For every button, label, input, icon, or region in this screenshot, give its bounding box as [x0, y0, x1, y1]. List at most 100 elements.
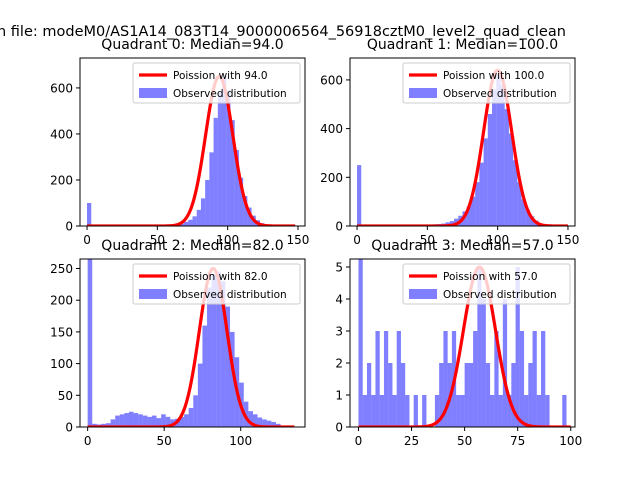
- histogram-bar: [405, 395, 410, 427]
- histogram-bar: [562, 395, 567, 427]
- histogram-bar: [197, 363, 203, 427]
- histogram-bar: [192, 216, 197, 226]
- histogram-bar: [375, 331, 380, 427]
- histogram-bar: [216, 271, 221, 427]
- histogram-bar: [473, 331, 478, 427]
- x-tick-label: 0: [84, 434, 92, 448]
- histogram-bar: [230, 120, 235, 226]
- x-tick-label: 50: [420, 233, 435, 247]
- histogram-bar: [266, 420, 272, 427]
- chart-title: Quadrant 2: Median=82.0: [101, 238, 283, 254]
- histogram-bar: [205, 179, 210, 226]
- histogram-bar: [124, 413, 129, 427]
- legend: Poission with 100.0 Observed distribution: [402, 62, 571, 104]
- histogram-bar: [207, 287, 212, 427]
- histogram-bar: [234, 150, 239, 226]
- histogram-bar: [119, 414, 125, 427]
- legend-patch-swatch: [139, 88, 167, 98]
- y-tick-label: 5: [335, 261, 343, 275]
- histogram-bar: [87, 202, 92, 226]
- legend-box: [132, 263, 301, 305]
- histogram-bars: [87, 76, 269, 226]
- histogram-bar: [248, 411, 253, 427]
- histogram-bar: [138, 414, 143, 427]
- x-tick-label: 0: [353, 233, 361, 247]
- histogram-bar: [532, 331, 537, 427]
- x-tick-label: 50: [150, 233, 165, 247]
- histogram-bar: [496, 75, 501, 226]
- legend-label-poisson: Poission with 82.0: [173, 271, 268, 283]
- histogram-bar: [222, 76, 227, 226]
- poisson-curve: [86, 74, 297, 226]
- histogram-bar: [477, 267, 482, 427]
- histogram-bar: [147, 416, 152, 427]
- chart-title: Quadrant 3: Median=57.0: [371, 238, 553, 254]
- legend-label-observed: Observed distribution: [443, 289, 557, 301]
- histogram-bar: [220, 281, 226, 427]
- histogram-bar: [247, 207, 252, 226]
- histogram-bar: [211, 274, 217, 427]
- histogram-bar: [468, 363, 474, 427]
- histogram-bar: [200, 198, 206, 226]
- legend: Poission with 94.0 Observed distribution: [132, 62, 301, 104]
- histogram-bar: [110, 419, 116, 427]
- panel-quadrant-0: 0 50 100 150 0 200 400 600 Quadrant 0: Median=94…: [50, 37, 309, 247]
- histogram-bar: [422, 395, 427, 427]
- histogram-bar: [238, 177, 244, 226]
- histogram-bar: [524, 395, 529, 427]
- poisson-curve: [356, 68, 569, 226]
- legend-box: [132, 62, 301, 104]
- histogram-bar: [475, 182, 480, 226]
- histogram-bar: [517, 182, 522, 226]
- y-tick-label: 200: [50, 294, 73, 308]
- y-tick-label: 50: [58, 389, 73, 403]
- y-tick-label: 0: [335, 421, 343, 435]
- histogram-bar: [490, 395, 495, 427]
- histogram-bar: [358, 259, 363, 427]
- histogram-bar: [487, 114, 493, 226]
- histogram-bar: [184, 414, 189, 427]
- legend-patch-swatch: [409, 289, 437, 299]
- legend-label-poisson: Poission with 94.0: [173, 70, 268, 82]
- histogram-bar: [142, 415, 148, 427]
- histogram-bar: [357, 165, 362, 226]
- histogram-bar: [519, 331, 525, 427]
- histogram-bar: [413, 395, 418, 427]
- histogram-bar: [504, 109, 509, 226]
- histogram-bar: [230, 331, 235, 427]
- histogram-bar: [545, 395, 550, 427]
- histogram-bar: [243, 196, 248, 226]
- histogram-bar: [464, 363, 469, 427]
- legend-label-observed: Observed distribution: [443, 88, 557, 100]
- histogram-bar: [193, 395, 198, 427]
- y-tick-label: 150: [50, 325, 73, 339]
- axes-frame: [79, 57, 306, 227]
- x-tick-label: 150: [557, 233, 580, 247]
- histogram-bar: [188, 219, 193, 226]
- histogram-bar: [392, 395, 397, 427]
- histogram-bar: [456, 395, 461, 427]
- histogram-bar: [492, 89, 497, 226]
- x-tick-label: 50: [457, 434, 472, 448]
- histogram-bar: [151, 415, 157, 427]
- legend-label-poisson: Poission with 100.0: [443, 70, 544, 82]
- histogram-bar: [541, 331, 546, 427]
- y-tick-label: 400: [50, 127, 73, 141]
- y-tick-label: 0: [335, 220, 343, 234]
- histogram-bar: [400, 363, 406, 427]
- histogram-bar: [366, 363, 372, 427]
- histogram-bar: [165, 416, 171, 427]
- y-tick-label: 200: [320, 171, 343, 185]
- histogram-bar: [161, 414, 166, 427]
- axes-frame: [79, 258, 306, 428]
- histogram-bar: [470, 196, 476, 226]
- histogram-bar: [271, 421, 276, 427]
- y-tick-label: 3: [335, 325, 343, 339]
- chart-title: Quadrant 0: Median=94.0: [101, 37, 283, 53]
- legend-label-observed: Observed distribution: [173, 88, 287, 100]
- axes-frame: [349, 258, 576, 428]
- histogram-bar: [396, 331, 401, 427]
- histogram-bar: [515, 267, 520, 427]
- legend-box: [402, 263, 571, 305]
